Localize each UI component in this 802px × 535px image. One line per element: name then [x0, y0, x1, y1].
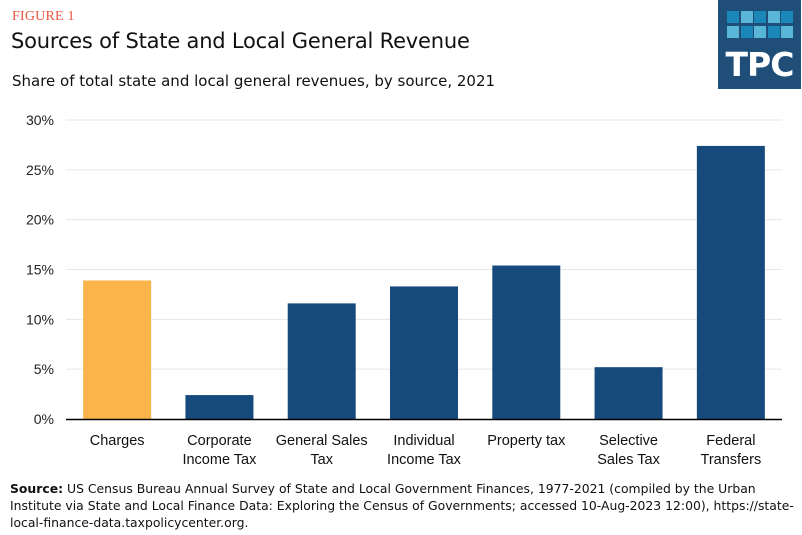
logo-tile [781, 26, 793, 38]
x-tick-label: Charges [90, 433, 145, 449]
bar [287, 303, 356, 419]
bar [390, 286, 458, 419]
y-tick-label: 30% [26, 112, 54, 128]
y-tick-label: 15% [26, 262, 54, 278]
bar [696, 145, 765, 419]
y-tick-label: 20% [26, 212, 54, 228]
logo-tile [754, 11, 766, 23]
source-note: Source: US Census Bureau Annual Survey o… [10, 480, 800, 531]
x-tick-label: Income Tax [182, 452, 257, 468]
tpc-logo-text: TPC [725, 45, 795, 84]
bar [185, 395, 254, 419]
bar [594, 367, 663, 419]
x-tick-label: Selective [599, 433, 658, 449]
bar-chart: 0% 5% 10% 15% 20% 25% 30% Charges Corporate Inco… [26, 112, 782, 468]
figure-label: FIGURE 1 [12, 9, 75, 24]
tpc-logo: TPC [718, 0, 801, 89]
x-tick-label: Federal [706, 433, 755, 449]
x-tick-label: Sales Tax [597, 452, 660, 468]
x-tick-label: Individual [393, 433, 454, 449]
y-tick-label: 0% [34, 411, 54, 427]
y-tick-label: 10% [26, 311, 54, 327]
bar [492, 265, 561, 419]
source-label: Source: [10, 481, 64, 496]
logo-tile [767, 11, 780, 23]
x-tick-label: General Sales [276, 433, 368, 449]
logo-tile [754, 26, 766, 38]
logo-tile [727, 11, 739, 23]
chart-title: Sources of State and Local General Reven… [11, 29, 470, 53]
logo-tile [727, 26, 739, 38]
bars [83, 145, 765, 419]
x-tick-label: Tax [310, 452, 333, 468]
y-axis-ticks: 0% 5% 10% 15% 20% 25% 30% [26, 112, 54, 427]
x-tick-label: Income Tax [387, 452, 462, 468]
logo-tile [740, 26, 753, 38]
bar [83, 280, 152, 419]
logo-tile [767, 26, 780, 38]
logo-tile [740, 11, 753, 23]
x-tick-label: Property tax [487, 433, 566, 449]
x-tick-label: Transfers [701, 452, 762, 468]
y-tick-label: 5% [34, 361, 54, 377]
x-tick-label: Corporate [187, 433, 251, 449]
x-axis-labels: Charges Corporate Income Tax General Sales T… [90, 433, 761, 468]
chart-subtitle: Share of total state and local general r… [12, 72, 496, 90]
source-text: US Census Bureau Annual Survey of State … [10, 481, 794, 530]
logo-tile [781, 11, 793, 23]
y-tick-label: 25% [26, 162, 54, 178]
